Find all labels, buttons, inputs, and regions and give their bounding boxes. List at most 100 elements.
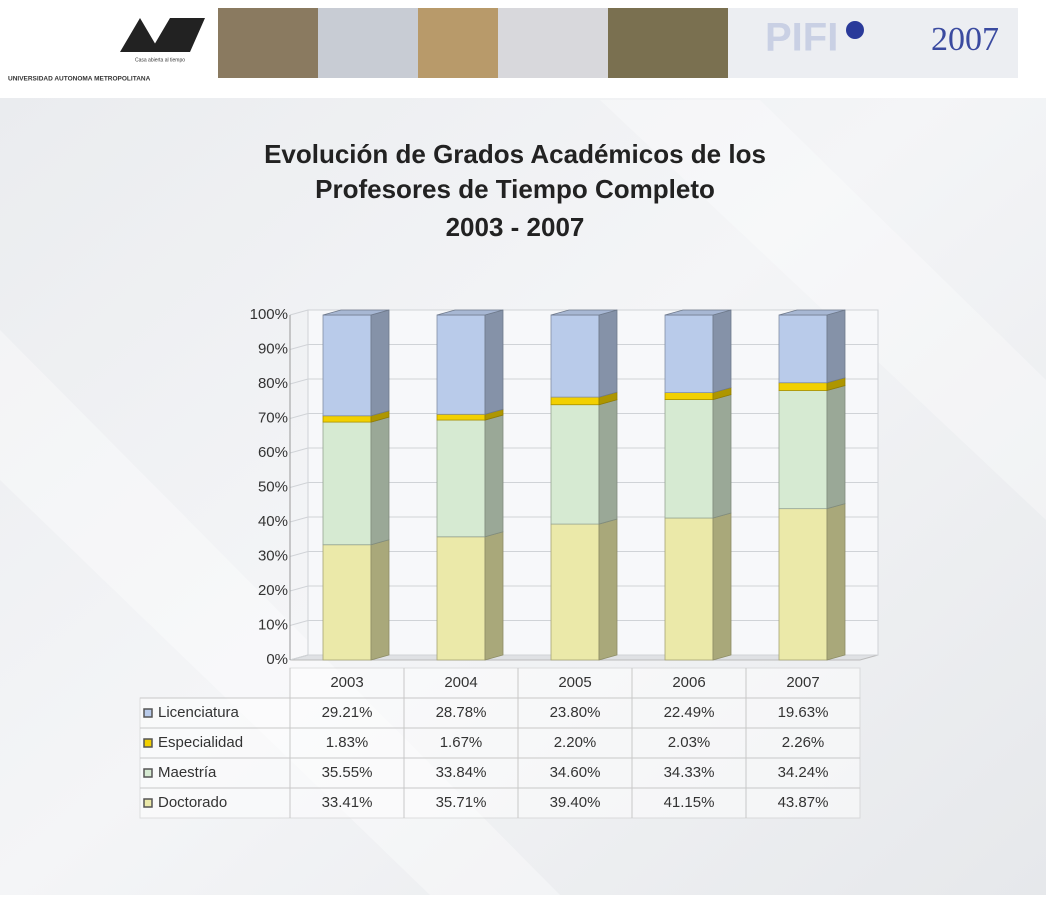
pifi-text: PIFI <box>765 16 838 60</box>
bar-front <box>437 537 485 660</box>
bar-segment <box>665 513 731 660</box>
y-tick-label: 80% <box>258 375 288 392</box>
bar-front <box>665 393 713 400</box>
bar-side <box>713 310 731 393</box>
table-value: 39.40% <box>550 794 601 811</box>
table-value: 23.80% <box>550 704 601 721</box>
page: Casa abierta al tiempo UNIVERSIDAD AUTON… <box>0 0 1046 900</box>
bar-side <box>485 310 503 414</box>
legend-swatch <box>144 799 152 807</box>
table-value: 1.67% <box>440 734 483 751</box>
bar-front <box>437 315 485 414</box>
bar-side <box>599 310 617 397</box>
banner-photo <box>498 8 608 78</box>
bar-segment <box>323 310 389 416</box>
bar-segment <box>665 395 731 518</box>
bar-segment <box>323 417 389 545</box>
bar-front <box>437 420 485 537</box>
bar-front <box>665 518 713 660</box>
table-value: 33.41% <box>322 794 373 811</box>
chart-title: Evolución de Grados Académicos de los <box>264 139 766 169</box>
table-value: 29.21% <box>322 704 373 721</box>
y-tick-label: 50% <box>258 478 288 495</box>
bar-front <box>551 524 599 660</box>
motto: Casa abierta al tiempo <box>135 57 185 63</box>
x-tick-label: 2004 <box>444 674 477 691</box>
table-value: 22.49% <box>664 704 715 721</box>
table-value: 34.24% <box>778 764 829 781</box>
legend-label: Especialidad <box>158 734 243 751</box>
bar-front <box>779 391 827 509</box>
table-value: 43.87% <box>778 794 829 811</box>
bar-segment <box>437 310 503 414</box>
bar-front <box>665 315 713 393</box>
banner-photo <box>418 8 498 78</box>
table-value: 2.03% <box>668 734 711 751</box>
table-value: 19.63% <box>778 704 829 721</box>
bar-side <box>371 540 389 660</box>
bar-front <box>323 315 371 416</box>
bar-front <box>779 509 827 660</box>
banner-photo <box>318 8 418 78</box>
bar-side <box>485 532 503 660</box>
y-tick-label: 10% <box>258 616 288 633</box>
bar-segment <box>779 504 845 660</box>
bar-side <box>371 310 389 416</box>
bar-segment <box>551 310 617 397</box>
bar-front <box>437 414 485 420</box>
table-value: 41.15% <box>664 794 715 811</box>
bar-front <box>551 405 599 524</box>
bar-segment <box>323 540 389 660</box>
bar-segment <box>551 519 617 660</box>
banner-year: 2007 <box>931 21 999 58</box>
table-value: 2.20% <box>554 734 597 751</box>
chart: Casa abierta al tiempo UNIVERSIDAD AUTON… <box>0 0 1046 895</box>
pifi-icon <box>846 21 864 39</box>
x-tick-label: 2007 <box>786 674 819 691</box>
legend-label: Doctorado <box>158 794 227 811</box>
bar-segment <box>665 310 731 393</box>
table-value: 28.78% <box>436 704 487 721</box>
y-tick-label: 70% <box>258 409 288 426</box>
table-value: 2.26% <box>782 734 825 751</box>
y-tick-label: 30% <box>258 547 288 564</box>
table-value: 34.60% <box>550 764 601 781</box>
legend-swatch <box>144 739 152 747</box>
bar-front <box>551 315 599 397</box>
y-tick-label: 0% <box>266 651 288 668</box>
x-tick-label: 2006 <box>672 674 705 691</box>
bar-side <box>827 310 845 383</box>
bar-side <box>485 415 503 537</box>
bar-front <box>323 422 371 545</box>
y-tick-label: 60% <box>258 444 288 461</box>
bar-side <box>713 513 731 660</box>
legend-label: Licenciatura <box>158 704 240 721</box>
bar-side <box>599 400 617 524</box>
y-tick-label: 20% <box>258 582 288 599</box>
bar-side <box>599 519 617 660</box>
bar-side <box>827 386 845 509</box>
table-value: 34.33% <box>664 764 715 781</box>
bar-front <box>779 383 827 391</box>
bar-segment <box>779 386 845 509</box>
bar-front <box>779 315 827 383</box>
bar-side <box>371 417 389 545</box>
x-tick-label: 2005 <box>558 674 591 691</box>
bar-front <box>323 545 371 660</box>
table-value: 33.84% <box>436 764 487 781</box>
banner-photo <box>608 8 728 78</box>
university: UNIVERSIDAD AUTONOMA METROPOLITANA <box>8 76 151 83</box>
bar-segment <box>437 415 503 537</box>
bar-segment <box>551 400 617 524</box>
table-value: 35.55% <box>322 764 373 781</box>
bar-side <box>827 504 845 660</box>
bar-front <box>323 416 371 422</box>
bar-front <box>551 397 599 405</box>
x-tick-label: 2003 <box>330 674 363 691</box>
y-tick-label: 90% <box>258 340 288 357</box>
chart-title: Profesores de Tiempo Completo <box>315 174 715 204</box>
banner-photo <box>218 8 318 78</box>
chart-title: 2003 - 2007 <box>446 212 585 242</box>
bar-front <box>665 400 713 518</box>
legend-label: Maestría <box>158 764 217 781</box>
